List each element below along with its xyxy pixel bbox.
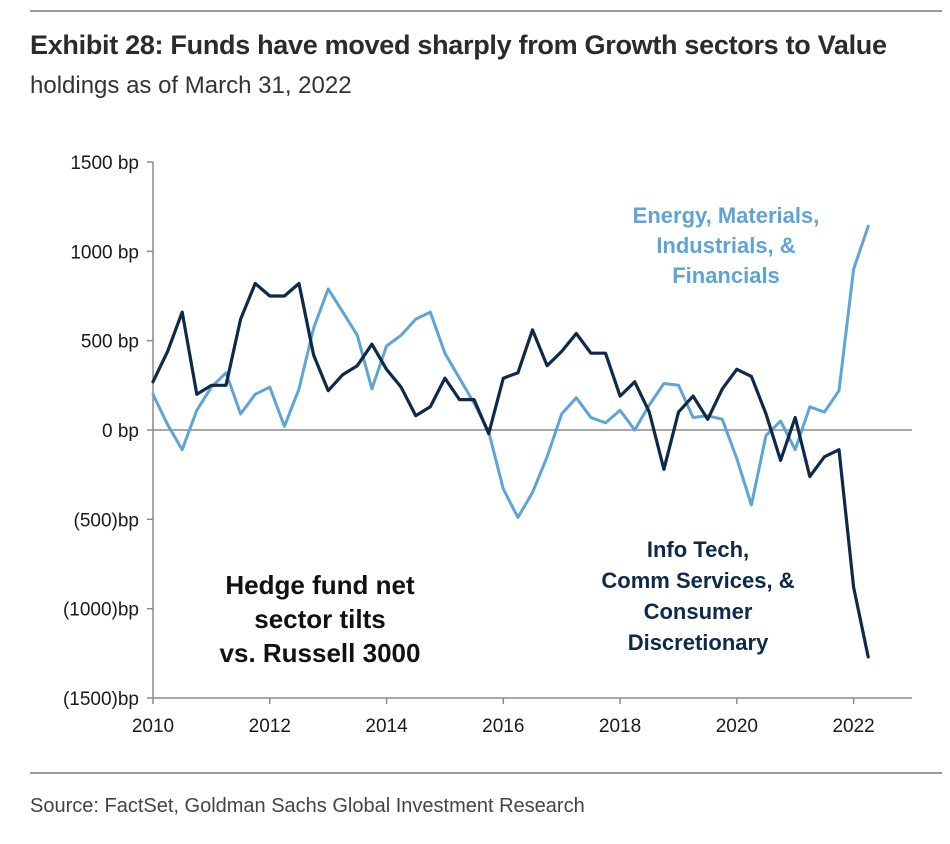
annotation-info-tech: Consumer <box>644 599 753 624</box>
annotation-info-tech: Discretionary <box>628 630 769 655</box>
y-tick-label: 1000 bp <box>70 242 139 263</box>
y-tick-label: 0 bp <box>102 421 139 442</box>
annotation-hedge-fund: sector tilts <box>254 604 386 634</box>
chart-subtitle: holdings as of March 31, 2022 <box>30 72 352 99</box>
x-tick-label: 2022 <box>832 716 874 737</box>
y-tick-label: (500)bp <box>74 510 140 531</box>
x-tick-label: 2020 <box>716 716 758 737</box>
x-tick-label: 2010 <box>132 716 174 737</box>
annotation-hedge-fund: Hedge fund net <box>225 570 415 600</box>
x-tick-label: 2016 <box>482 716 524 737</box>
y-tick-label: 500 bp <box>81 332 139 353</box>
x-tick-label: 2012 <box>249 716 291 737</box>
series-line-info-tech <box>151 281 870 659</box>
annotation-energy-materials: Industrials, & <box>656 233 795 258</box>
source-note: Source: FactSet, Goldman Sachs Global In… <box>30 795 585 817</box>
y-tick-label: (1000)bp <box>63 600 139 621</box>
x-tick-label: 2018 <box>599 716 641 737</box>
bottom-rule <box>30 772 942 774</box>
annotation-energy-materials: Energy, Materials, <box>633 203 820 228</box>
series-line-energy-materials <box>151 224 870 519</box>
annotation-info-tech: Info Tech, <box>647 537 749 562</box>
annotation-hedge-fund: vs. Russell 3000 <box>220 638 421 668</box>
y-tick-label: (1500)bp <box>63 689 139 710</box>
chart-title: Exhibit 28: Funds have moved sharply fro… <box>30 30 887 60</box>
annotation-info-tech: Comm Services, & <box>601 568 794 593</box>
y-tick-label: 1500 bp <box>70 153 139 174</box>
x-tick-label: 2014 <box>365 716 408 737</box>
top-rule <box>30 10 942 12</box>
annotation-energy-materials: Financials <box>672 263 780 288</box>
